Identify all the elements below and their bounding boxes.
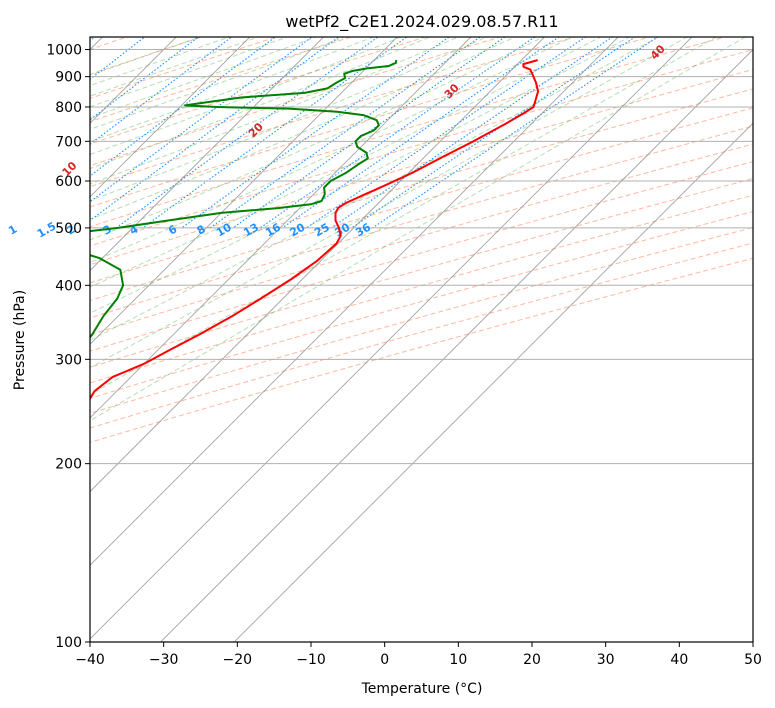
- moist-adiabat: [90, 37, 460, 185]
- moist-adiabat: [90, 37, 432, 170]
- dry-adiabat: [90, 37, 353, 123]
- x-tick-label: −20: [223, 652, 253, 668]
- profile-lines: [90, 59, 540, 401]
- x-tick-label: −40: [75, 652, 105, 668]
- x-tick-label: 0: [380, 652, 389, 668]
- moist-adiabat: [90, 37, 602, 288]
- moist-adiabat: [90, 37, 689, 369]
- moist-adiabat: [90, 37, 545, 241]
- moist-adiabat: [90, 37, 318, 119]
- x-tick-label: 30: [597, 652, 615, 668]
- isotherm-line: [90, 37, 619, 566]
- isotherm-line: [159, 48, 753, 642]
- temperature-profile: [90, 59, 540, 401]
- y-tick-label: 900: [55, 70, 82, 86]
- moist-adiabat: [90, 37, 260, 97]
- y-tick-label: 200: [55, 457, 82, 473]
- isotherm-line: [90, 37, 472, 419]
- moist-adiabat: [90, 37, 347, 130]
- y-tick-label: 700: [55, 134, 82, 150]
- dewpoint-profile: [90, 59, 398, 340]
- isotherm-line: [90, 37, 398, 345]
- isotherm-line: [90, 37, 251, 198]
- chart-title: wetPf2_C2E1.2024.029.08.57.R11: [285, 12, 558, 32]
- isotherm-line: [233, 122, 753, 642]
- moist-adiabat: [90, 37, 289, 108]
- dry-adiabat: [90, 37, 502, 167]
- dry-adiabat: [90, 49, 753, 247]
- isotherm-line: [90, 37, 325, 272]
- x-tick-label: 40: [670, 652, 688, 668]
- y-tick-label: 500: [55, 221, 82, 237]
- y-axis-ticks: 1000 900 800 700 600 500 400 300 200 100: [46, 43, 90, 651]
- moist-adiabat: [90, 37, 747, 422]
- x-tick-label: 10: [449, 652, 467, 668]
- moist-adiabat: [90, 37, 375, 143]
- moist-adiabat: [90, 37, 202, 76]
- y-tick-label: 800: [55, 100, 82, 116]
- y-axis-label: Pressure (hPa): [12, 290, 28, 390]
- isotherms: [90, 37, 753, 642]
- dry-adiabat: [90, 37, 652, 208]
- y-tick-label: 300: [55, 352, 82, 368]
- y-tick-label: 100: [55, 635, 82, 651]
- x-axis-ticks: −40 −30 −20 −10 0 10 20 30 40 50: [75, 642, 762, 668]
- x-axis-label: Temperature (°C): [361, 681, 483, 697]
- moist-adiabat: [90, 37, 488, 202]
- dry-adiabat: [90, 37, 278, 99]
- y-tick-label: 400: [55, 278, 82, 294]
- x-tick-label: −30: [149, 652, 179, 668]
- moist-adiabats: [90, 37, 747, 422]
- isotherm-line: [90, 37, 693, 640]
- isotherm-line: [90, 37, 546, 493]
- moist-adiabat: [90, 37, 403, 156]
- y-tick-label: 1000: [46, 43, 82, 59]
- moist-adiabat: [90, 37, 631, 314]
- x-tick-label: −10: [296, 652, 326, 668]
- x-tick-label: 20: [523, 652, 541, 668]
- y-tick-label: 600: [55, 174, 82, 190]
- x-tick-label: 50: [744, 652, 762, 668]
- plot-frame: [89, 36, 754, 643]
